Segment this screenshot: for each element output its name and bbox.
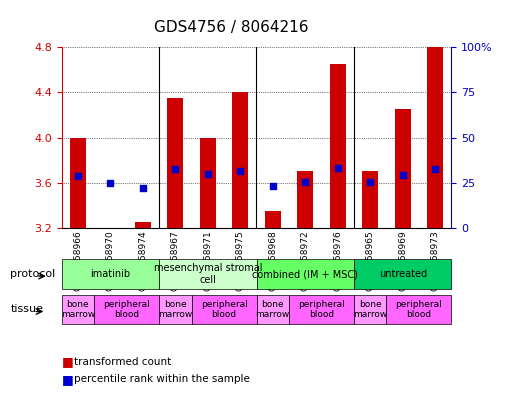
Bar [200,138,216,228]
Bar [394,109,411,228]
Text: GDS4756 / 8064216: GDS4756 / 8064216 [153,20,308,35]
Point [171,166,180,172]
Point [74,173,82,179]
Text: bone
marrow: bone marrow [353,300,387,319]
Text: combined (IM + MSC): combined (IM + MSC) [252,269,358,279]
Text: transformed count: transformed count [74,356,172,367]
Text: mesenchymal stromal
cell: mesenchymal stromal cell [153,263,262,285]
Bar [70,138,86,228]
Point [399,172,407,178]
Point [301,178,309,185]
Text: protocol: protocol [10,269,55,279]
Bar [297,171,313,228]
Text: peripheral
blood: peripheral blood [396,300,442,319]
Point [431,166,439,172]
Bar [362,171,378,228]
Bar [232,92,248,228]
Bar [134,222,151,228]
Bar [167,98,183,228]
Text: ■: ■ [62,373,73,386]
Point [236,168,244,174]
Bar [329,64,346,228]
Text: bone
marrow: bone marrow [61,300,95,319]
Point [106,180,114,186]
Text: untreated: untreated [379,269,427,279]
Bar [427,47,443,228]
Text: peripheral
blood: peripheral blood [103,300,150,319]
Text: percentile rank within the sample: percentile rank within the sample [74,374,250,384]
Point [366,178,374,185]
Point [204,171,212,177]
Text: tissue: tissue [10,305,43,314]
Text: bone
marrow: bone marrow [255,300,290,319]
Text: ■: ■ [62,355,73,368]
Bar [265,211,281,228]
Text: imatinib: imatinib [90,269,130,279]
Point [333,165,342,171]
Point [139,185,147,191]
Text: peripheral
blood: peripheral blood [201,300,247,319]
Text: bone
marrow: bone marrow [158,300,192,319]
Point [269,183,277,189]
Text: peripheral
blood: peripheral blood [298,300,345,319]
